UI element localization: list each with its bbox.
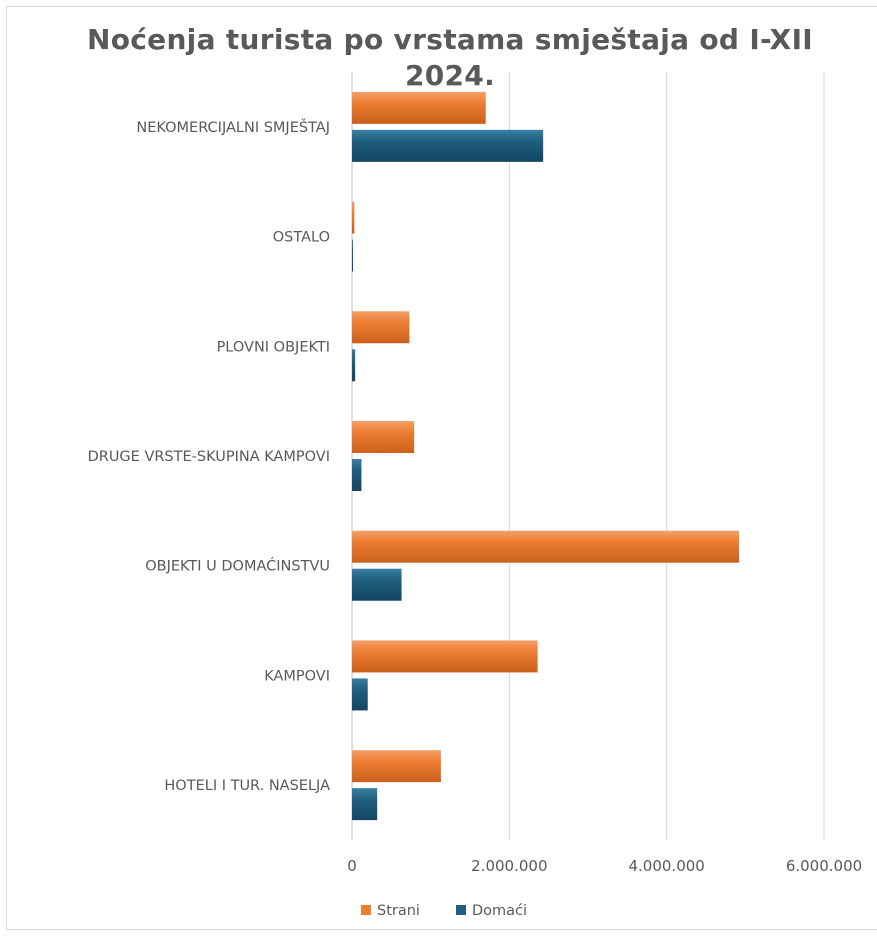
bars (352, 91, 740, 821)
bar-domaci (352, 129, 544, 162)
category-label: OBJEKTI U DOMAĆINSTVU (145, 557, 330, 575)
bar-strani (352, 421, 415, 453)
bar-domaci (352, 568, 402, 601)
bar-domaci (352, 788, 378, 821)
bar-strani (352, 91, 486, 124)
tick-label: 0 (347, 857, 357, 875)
bar-strani (352, 311, 410, 344)
bar-strani (352, 750, 441, 783)
category-label: HOTELI I TUR. NASELJA (164, 778, 330, 794)
x-axis-tick-labels: 0 2.000.000 4.000.000 6.000.000 (347, 857, 862, 875)
bar-strani (352, 201, 355, 234)
chart-border (6, 6, 877, 930)
category-label: DRUGE VRSTE-SKUPINA KAMPOVI (88, 449, 330, 465)
legend-swatch-domaci (456, 905, 466, 915)
legend: Strani Domaći (361, 903, 527, 919)
category-label: OSTALO (273, 230, 330, 246)
bar-domaci (352, 349, 356, 382)
category-label: NEKOMERCIJALNI SMJEŠTAJ (136, 118, 330, 136)
bar-domaci (352, 239, 353, 272)
legend-swatch-strani (361, 905, 371, 915)
chart-title: Noćenja turista po vrstama smještaja od … (86, 23, 814, 92)
bar-domaci (352, 459, 362, 491)
category-label: KAMPOVI (264, 668, 330, 684)
legend-label-domaci: Domaći (472, 903, 527, 919)
tick-label: 6.000.000 (786, 857, 862, 875)
bar-strani (352, 530, 740, 563)
tick-label: 4.000.000 (628, 857, 704, 875)
gridlines (351, 72, 825, 840)
legend-label-strani: Strani (377, 903, 420, 919)
category-label: PLOVNI OBJEKTI (217, 339, 330, 355)
bar-strani (352, 640, 538, 673)
tick-label: 2.000.000 (471, 857, 547, 875)
bar-domaci (352, 678, 368, 711)
category-labels: NEKOMERCIJALNI SMJEŠTAJ OSTALO PLOVNI OBJE… (88, 118, 330, 794)
